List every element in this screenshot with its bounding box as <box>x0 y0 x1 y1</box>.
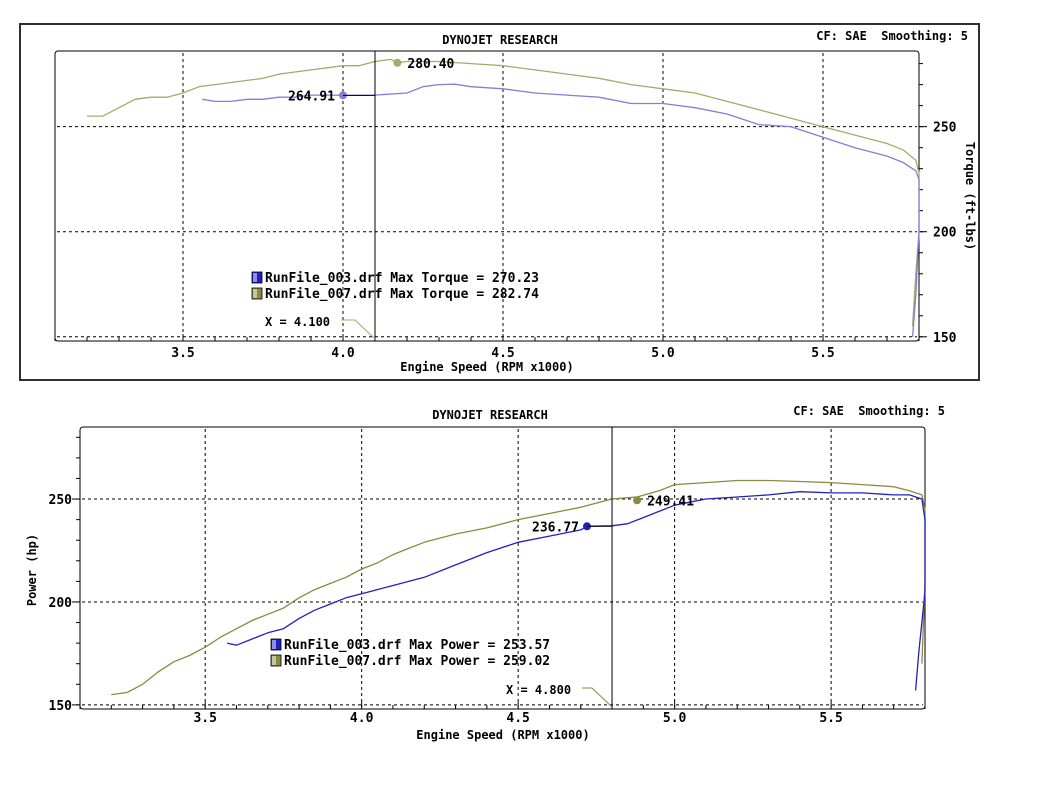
power-x-tick-label: 5.5 <box>819 711 842 726</box>
power-x-tick-label: 5.0 <box>663 711 687 726</box>
torque-y-tick-label: 150 <box>933 331 957 346</box>
power-cursor-label: X = 4.800 <box>506 683 571 697</box>
power-series-line-0 <box>111 479 926 696</box>
torque-marker-label: 264.91 <box>288 89 335 104</box>
power-y-axis-label: Power (hp) <box>25 534 39 606</box>
power-chart-title: DYNOJET RESEARCH <box>432 408 548 422</box>
power-x-tick-label: 4.0 <box>350 711 374 726</box>
power-legend-swatch-highlight <box>272 640 276 649</box>
torque-ticks: 3.5 4.0 4.5 5.0 5.5 150 200 250 <box>54 63 957 361</box>
power-legend-entry: RunFile_003.drf Max Power = 253.57 <box>284 638 550 653</box>
power-cursor: X = 4.800 <box>506 427 613 709</box>
torque-cursor: X = 4.100 <box>265 51 376 341</box>
torque-chart-title: DYNOJET RESEARCH <box>442 33 558 47</box>
torque-legend: RunFile_003.drf Max Torque = 270.23RunFi… <box>251 271 539 302</box>
torque-series <box>87 58 920 337</box>
torque-markers: 264.91 280.40 <box>288 57 455 105</box>
torque-y-tick-label: 200 <box>933 226 957 241</box>
power-x-tick-label: 3.5 <box>193 711 216 726</box>
torque-legend-entry: RunFile_003.drf Max Torque = 270.23 <box>265 271 539 286</box>
torque-legend-swatch-highlight <box>253 273 257 282</box>
torque-x-axis-label: Engine Speed (RPM x1000) <box>400 360 573 374</box>
torque-cursor-leader <box>341 319 376 340</box>
torque-cursor-label: X = 4.100 <box>265 315 330 329</box>
power-marker-label: 249.41 <box>647 494 694 509</box>
power-legend-entry: RunFile_007.drf Max Power = 259.02 <box>284 654 550 669</box>
power-ticks: 3.5 4.0 4.5 5.0 5.5 150 200 250 <box>49 436 926 726</box>
torque-y-tick-label: 250 <box>933 121 957 136</box>
power-marker-label: 236.77 <box>532 520 579 535</box>
torque-x-tick-label: 3.5 <box>171 346 194 361</box>
torque-series-line-1 <box>202 83 920 337</box>
torque-marker-label: 280.40 <box>407 57 454 72</box>
power-gridlines <box>82 429 923 707</box>
torque-x-tick-label: 5.5 <box>811 346 834 361</box>
torque-x-tick-label: 4.5 <box>491 346 514 361</box>
power-y-tick-label: 200 <box>49 596 73 611</box>
torque-gridlines <box>57 53 917 339</box>
power-y-tick-label: 250 <box>49 493 73 508</box>
torque-x-tick-label: 5.0 <box>651 346 675 361</box>
power-cursor-leader <box>582 687 613 708</box>
power-legend: RunFile_003.drf Max Power = 253.57RunFil… <box>270 638 550 669</box>
torque-chart-settings: CF: SAE Smoothing: 5 <box>816 29 968 43</box>
torque-legend-swatch-highlight <box>253 289 257 298</box>
power-x-tick-label: 4.5 <box>506 711 529 726</box>
power-y-tick-label: 150 <box>49 699 73 714</box>
torque-x-tick-label: 4.0 <box>331 346 355 361</box>
torque-chart: DYNOJET RESEARCH CF: SAE Smoothing: 5 3.… <box>19 23 980 381</box>
torque-legend-entry: RunFile_007.drf Max Torque = 282.74 <box>265 287 539 302</box>
power-chart: DYNOJET RESEARCH CF: SAE Smoothing: 5 3.… <box>25 404 945 742</box>
power-marker-dot <box>633 496 642 505</box>
power-chart-settings: CF: SAE Smoothing: 5 <box>793 404 945 418</box>
torque-y-axis-label: Torque (ft-lbs) <box>963 142 977 250</box>
power-markers: 236.77 249.41 <box>532 494 694 535</box>
power-legend-swatch-highlight <box>272 656 276 665</box>
torque-series-line-0 <box>87 58 920 327</box>
torque-marker-dot <box>393 58 402 67</box>
power-x-axis-label: Engine Speed (RPM x1000) <box>416 728 589 742</box>
